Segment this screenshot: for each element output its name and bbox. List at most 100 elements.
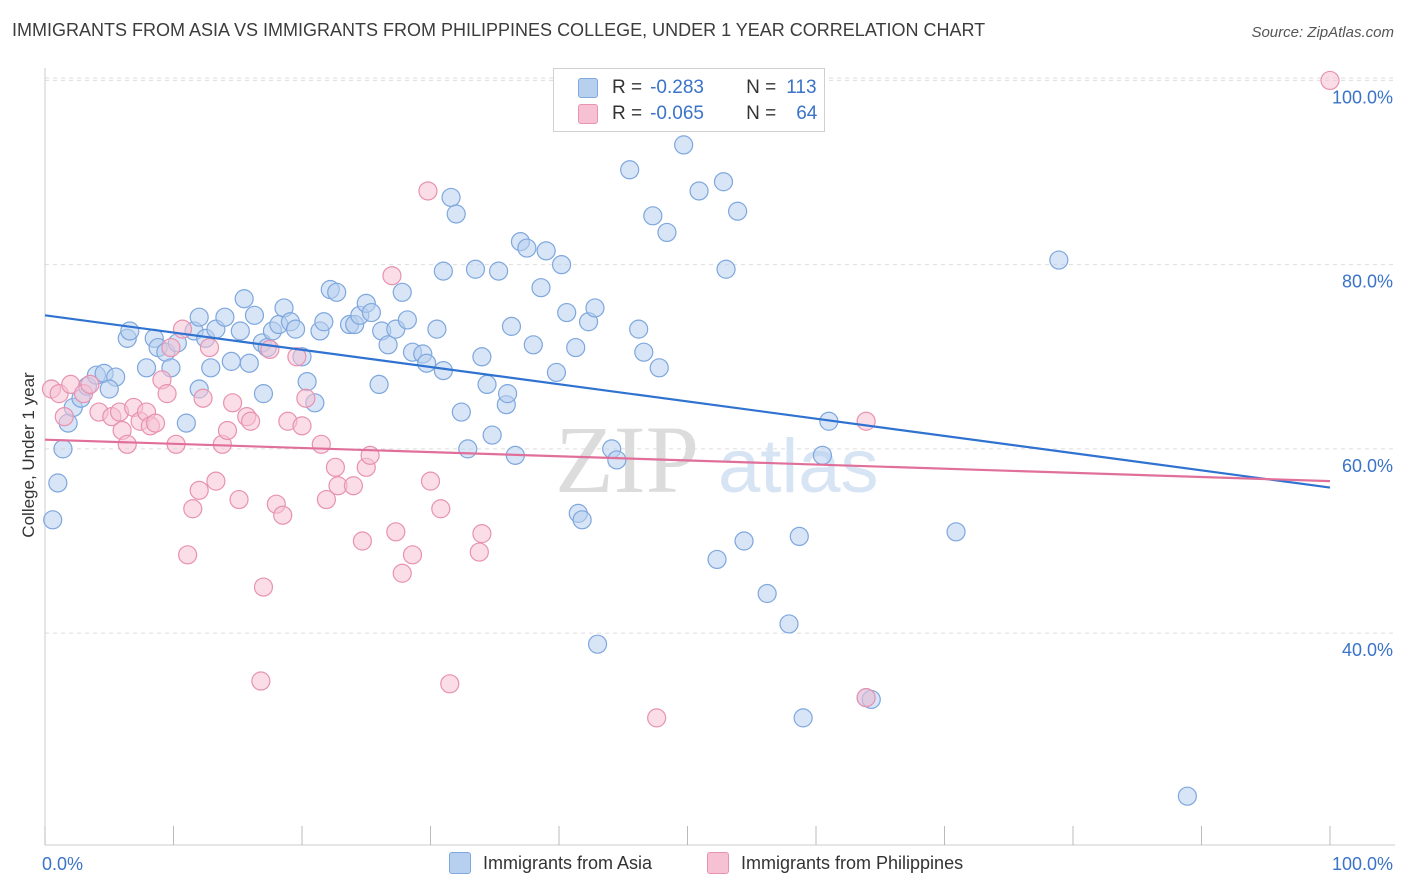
asia-point xyxy=(566,337,586,358)
asia-point xyxy=(1049,250,1069,270)
philippines-point xyxy=(206,471,226,491)
asia-point xyxy=(239,353,259,373)
philippines-point xyxy=(469,542,489,562)
bottom-legend-phil-label: Immigrants from Philippines xyxy=(741,852,964,873)
asia-point xyxy=(531,278,551,298)
data-points xyxy=(41,70,1340,806)
y-tick-label: 60.0% xyxy=(1342,456,1393,476)
legend-r-label: R = xyxy=(612,103,643,124)
bottom-legend-asia-label: Immigrants from Asia xyxy=(483,852,653,873)
asia-point xyxy=(417,353,437,373)
philippines-point xyxy=(343,476,363,496)
asia-point xyxy=(234,289,254,309)
asia-point xyxy=(392,282,412,302)
asia-point xyxy=(327,282,347,302)
asia-point xyxy=(536,241,556,261)
legend-r-value: -0.283 xyxy=(650,77,704,98)
legend-r-value: -0.065 xyxy=(650,103,704,124)
asia-point xyxy=(572,510,592,530)
asia-point xyxy=(244,305,265,325)
asia-point xyxy=(523,335,543,355)
asia-point xyxy=(201,358,221,378)
asia-point xyxy=(585,298,605,318)
asia-point xyxy=(812,445,833,465)
philippines-point xyxy=(311,434,331,454)
asia-point xyxy=(689,181,709,201)
asia-point xyxy=(946,522,966,542)
legend-n-label: N = xyxy=(746,103,777,124)
asia-point xyxy=(253,384,274,404)
asia-point xyxy=(779,614,799,634)
philippines-point xyxy=(80,374,100,395)
philippines-point xyxy=(418,181,438,201)
asia-point xyxy=(427,319,447,339)
philippines-point xyxy=(647,708,667,728)
philippines-point xyxy=(161,337,181,358)
philippines-point xyxy=(392,563,412,583)
legend-n-value: 64 xyxy=(796,103,818,124)
asia-trend-line xyxy=(44,314,1331,489)
asia-point xyxy=(713,172,734,192)
bottom-swatch-asia xyxy=(449,852,471,874)
asia-point xyxy=(557,302,577,323)
philippines-point xyxy=(54,407,74,427)
philippines-point xyxy=(217,420,238,441)
asia-point xyxy=(120,321,140,341)
asia-point xyxy=(629,319,649,339)
philippines-point xyxy=(178,545,198,565)
asia-point xyxy=(221,351,241,371)
asia-point xyxy=(176,413,196,433)
asia-point xyxy=(789,526,809,547)
asia-point xyxy=(501,316,522,336)
philippines-point xyxy=(431,499,451,519)
philippines-point xyxy=(253,577,274,597)
asia-point xyxy=(297,372,317,392)
philippines-point xyxy=(386,522,406,542)
asia-point xyxy=(657,222,677,243)
philippines-point xyxy=(229,489,249,510)
philippines-point xyxy=(183,499,203,519)
asia-point xyxy=(517,238,537,258)
asia-point xyxy=(441,187,461,208)
asia-point xyxy=(361,302,381,323)
philippines-point xyxy=(273,505,293,525)
chart-title: IMMIGRANTS FROM ASIA VS IMMIGRANTS FROM … xyxy=(12,20,986,40)
tick-labels: 40.0% 60.0% 80.0% 100.0% 0.0% 100.0% xyxy=(42,87,1393,874)
philippines-point xyxy=(1320,70,1340,91)
asia-point xyxy=(230,321,250,341)
asia-point xyxy=(446,204,466,224)
y-tick-label: 100.0% xyxy=(1332,87,1393,107)
philippines-point xyxy=(472,524,492,544)
asia-point xyxy=(643,206,663,226)
asia-point xyxy=(458,439,478,459)
legend-r-label: R = xyxy=(612,77,643,98)
asia-point xyxy=(285,319,306,339)
legend-n-label: N = xyxy=(746,77,777,98)
asia-point xyxy=(53,439,73,459)
asia-point xyxy=(793,708,813,728)
philippines-point xyxy=(316,489,337,510)
philippines-point xyxy=(292,416,312,436)
asia-point xyxy=(314,312,334,332)
philippines-point xyxy=(420,471,441,491)
bottom-legend-asia: Immigrants from Asia xyxy=(449,852,652,874)
philippines-point xyxy=(352,531,372,551)
x-tick-label: 100.0% xyxy=(1332,854,1393,874)
asia-point xyxy=(498,384,518,404)
philippines-point xyxy=(856,688,876,708)
legend-swatch-asia xyxy=(578,78,598,98)
philippines-point xyxy=(856,411,876,431)
philippines-point xyxy=(260,339,280,360)
asia-point xyxy=(136,358,157,378)
asia-point xyxy=(489,261,509,281)
y-axis-title: College, Under 1 year xyxy=(19,372,38,538)
philippines-point xyxy=(402,545,423,565)
y-tick-label: 40.0% xyxy=(1342,640,1393,660)
philippines-point xyxy=(193,388,213,408)
philippines-point xyxy=(296,388,316,408)
philippines-point xyxy=(251,671,271,691)
asia-point xyxy=(378,335,398,355)
asia-point xyxy=(477,374,497,395)
legend-swatch-phil xyxy=(578,104,598,124)
asia-point xyxy=(465,259,486,279)
